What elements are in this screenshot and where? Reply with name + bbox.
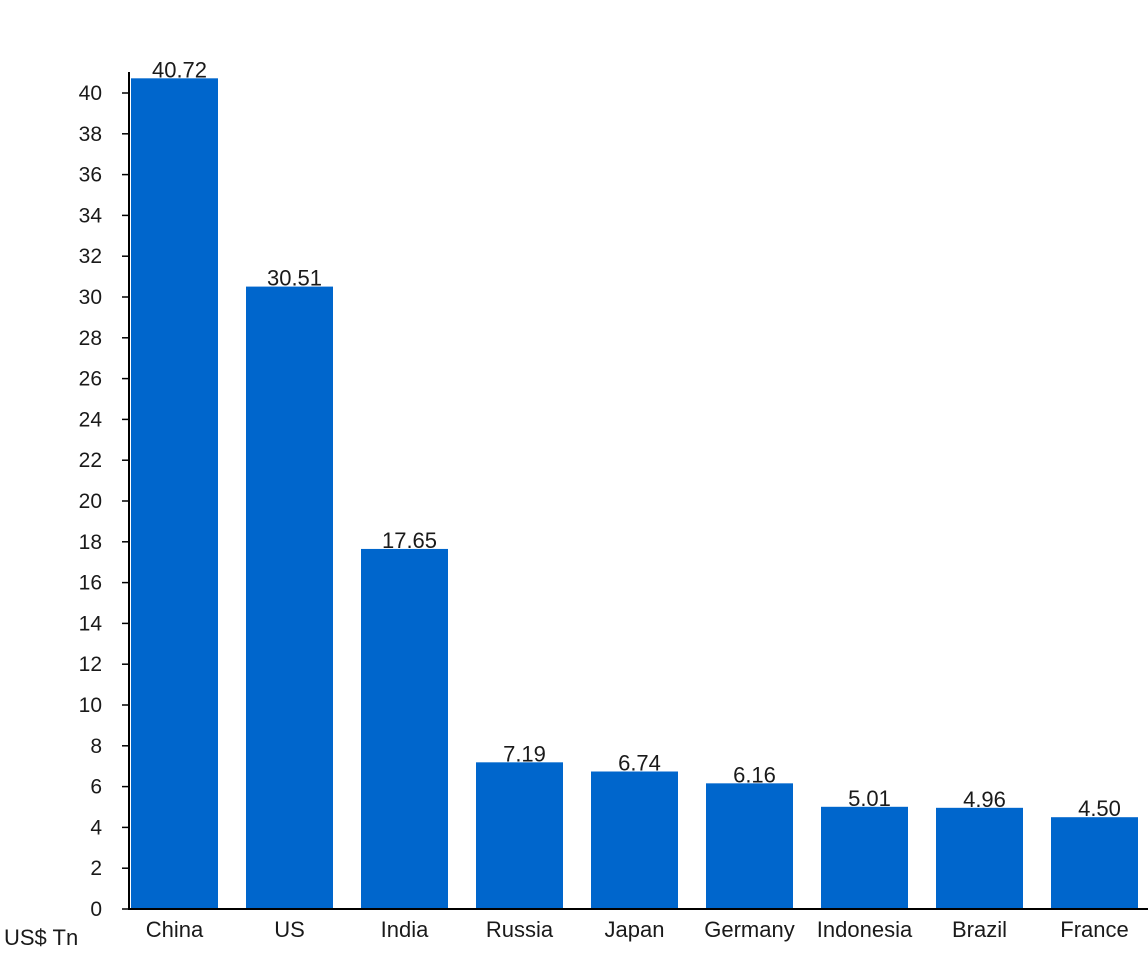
data-label: 4.96 (963, 787, 1006, 812)
bar-india (361, 548, 448, 909)
category-label: Brazil (952, 917, 1007, 942)
y-tick-label: 34 (79, 204, 103, 227)
data-label: 4.50 (1078, 796, 1121, 821)
bar-germany (706, 783, 793, 909)
data-label: 6.16 (733, 762, 776, 787)
y-tick-label: 10 (79, 694, 102, 717)
y-tick-label: 32 (79, 245, 102, 268)
unit-label: US$ Tn (4, 925, 78, 950)
bars-layer (131, 78, 1138, 909)
bar-indonesia (821, 806, 908, 909)
value-labels-layer: 40.72 30.51 17.65 7.19 6.74 6.16 5.01 4.96 4.50 (152, 57, 1121, 821)
y-tick-label: 14 (79, 612, 103, 635)
bar-us (246, 286, 333, 909)
y-tick-label: 4 (90, 816, 102, 839)
category-label: India (381, 917, 429, 942)
y-tick-label: 26 (79, 368, 102, 391)
y-tick-label: 8 (90, 735, 102, 758)
y-tick-label: 30 (79, 286, 102, 309)
category-label: Russia (486, 917, 554, 942)
category-label: US (274, 917, 305, 942)
category-labels-layer: China US India Russia Japan Germany Indonesia B… (146, 917, 1129, 942)
y-tick-label: 38 (79, 123, 102, 146)
data-label: 17.65 (382, 528, 437, 553)
y-tick-label: 2 (90, 857, 102, 880)
bar-japan (591, 771, 678, 909)
y-tick-label: 16 (79, 572, 102, 595)
y-tick-label: 12 (79, 653, 102, 676)
data-label: 30.51 (267, 266, 322, 291)
y-tick-label: 28 (79, 327, 102, 350)
data-label: 6.74 (618, 751, 661, 776)
category-label: Germany (704, 917, 794, 942)
category-label: Japan (605, 917, 665, 942)
bar-china (131, 78, 218, 909)
y-tick-label: 20 (79, 490, 102, 513)
y-tick-label: 0 (90, 898, 102, 921)
data-label: 7.19 (503, 741, 546, 766)
y-tick-label: 22 (79, 449, 102, 472)
y-tick-label: 24 (79, 408, 103, 431)
bar-brazil (936, 807, 1023, 909)
category-label: Indonesia (817, 917, 913, 942)
bar-russia (476, 762, 563, 909)
y-tick-label: 40 (79, 82, 102, 105)
data-label: 40.72 (152, 57, 207, 82)
data-label: 5.01 (848, 786, 891, 811)
bar-france (1051, 817, 1138, 909)
y-tick-label: 6 (90, 776, 102, 799)
y-tick-label: 18 (79, 531, 102, 554)
category-label: China (146, 917, 204, 942)
category-label: France (1060, 917, 1128, 942)
y-tick-label: 36 (79, 164, 102, 187)
